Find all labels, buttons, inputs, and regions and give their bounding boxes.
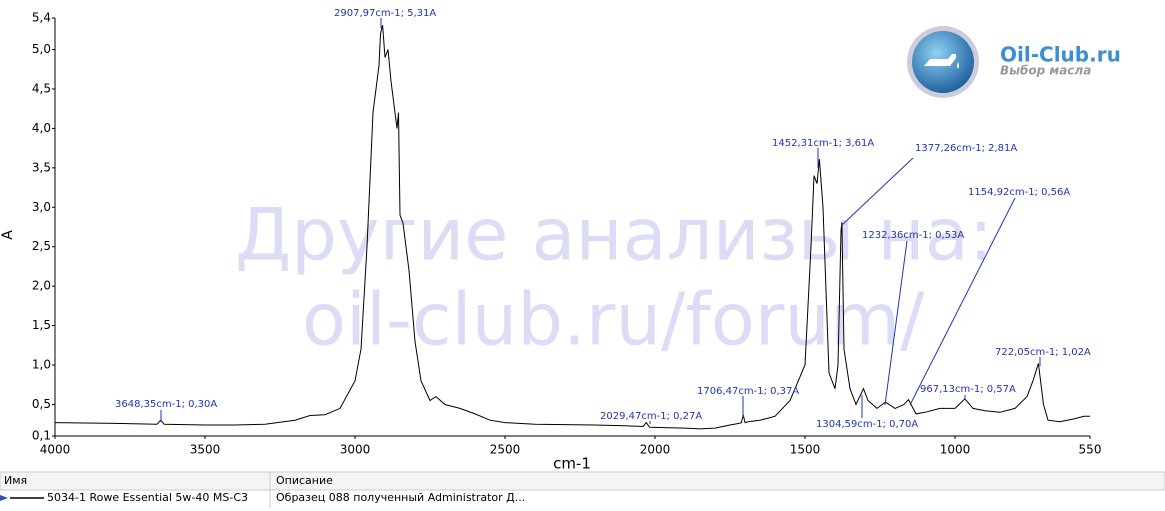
annotation-leader <box>884 240 908 406</box>
x-axis-label: cm-1 <box>553 455 591 473</box>
logo-subtitle: Выбор масла <box>1000 64 1091 78</box>
column-header[interactable]: Имя <box>4 474 27 487</box>
annotation: 1154,92cm-1; 0,56A <box>968 187 1070 198</box>
y-tick-label: 2,5 <box>32 239 51 253</box>
row-marker <box>0 495 8 501</box>
annotation: 1706,47cm-1; 0,37A <box>697 386 799 397</box>
logo-title: Oil-Club.ru <box>1000 43 1121 67</box>
y-tick-label: 0,1 <box>32 429 51 443</box>
x-tick-label: 1000 <box>940 443 971 457</box>
x-tick-label: 2000 <box>640 443 671 457</box>
annotation: 967,13cm-1; 0,57A <box>920 384 1016 395</box>
y-tick-label: 3,0 <box>32 200 51 214</box>
annotation: 3648,35cm-1; 0,30A <box>115 399 217 410</box>
y-axis-label: A <box>0 230 16 240</box>
annotation: 2907,97cm-1; 5,31A <box>334 8 436 19</box>
x-tick-label: 550 <box>1079 443 1102 457</box>
y-tick-label: 5,4 <box>32 11 51 25</box>
legend-label[interactable]: 5034-1 Rowe Essential 5w-40 MS-C3 <box>47 491 248 504</box>
watermark: Другие анализы на: <box>235 193 993 277</box>
y-tick-label: 4,5 <box>32 81 51 95</box>
annotation: 1232,36cm-1; 0,53A <box>862 230 964 241</box>
y-tick-label: 1,0 <box>32 358 51 372</box>
y-tick-label: 4,0 <box>32 121 51 135</box>
annotation-leader <box>841 157 914 226</box>
annotation-leader <box>909 197 1016 406</box>
x-tick-label: 1500 <box>790 443 821 457</box>
annotation: 2029,47cm-1; 0,27A <box>600 411 702 422</box>
spectrum-line <box>54 24 1090 430</box>
y-tick-label: 0,5 <box>32 397 51 411</box>
watermark: oil-club.ru/forum/ <box>302 278 925 362</box>
annotation: 1304,59cm-1; 0,70A <box>816 419 918 430</box>
table-header <box>0 471 1165 491</box>
x-tick-label: 4000 <box>40 443 71 457</box>
annotation: 1377,26cm-1; 2,81A <box>915 143 1017 154</box>
x-tick-label: 3500 <box>190 443 221 457</box>
y-tick-label: 5,0 <box>32 42 51 56</box>
y-tick-label: 2,0 <box>32 279 51 293</box>
annotation: 1452,31cm-1; 3,61A <box>772 138 874 149</box>
oil-can <box>924 54 959 69</box>
x-tick-label: 3000 <box>340 443 371 457</box>
annotation: 722,05cm-1; 1,02A <box>995 347 1091 358</box>
y-tick-label: 1,5 <box>32 318 51 332</box>
column-header[interactable]: Описание <box>276 474 333 487</box>
table-cell[interactable]: Образец 088 полученный Administrator Д..… <box>276 491 525 504</box>
x-tick-label: 2500 <box>490 443 521 457</box>
y-tick-label: 3,5 <box>32 160 51 174</box>
